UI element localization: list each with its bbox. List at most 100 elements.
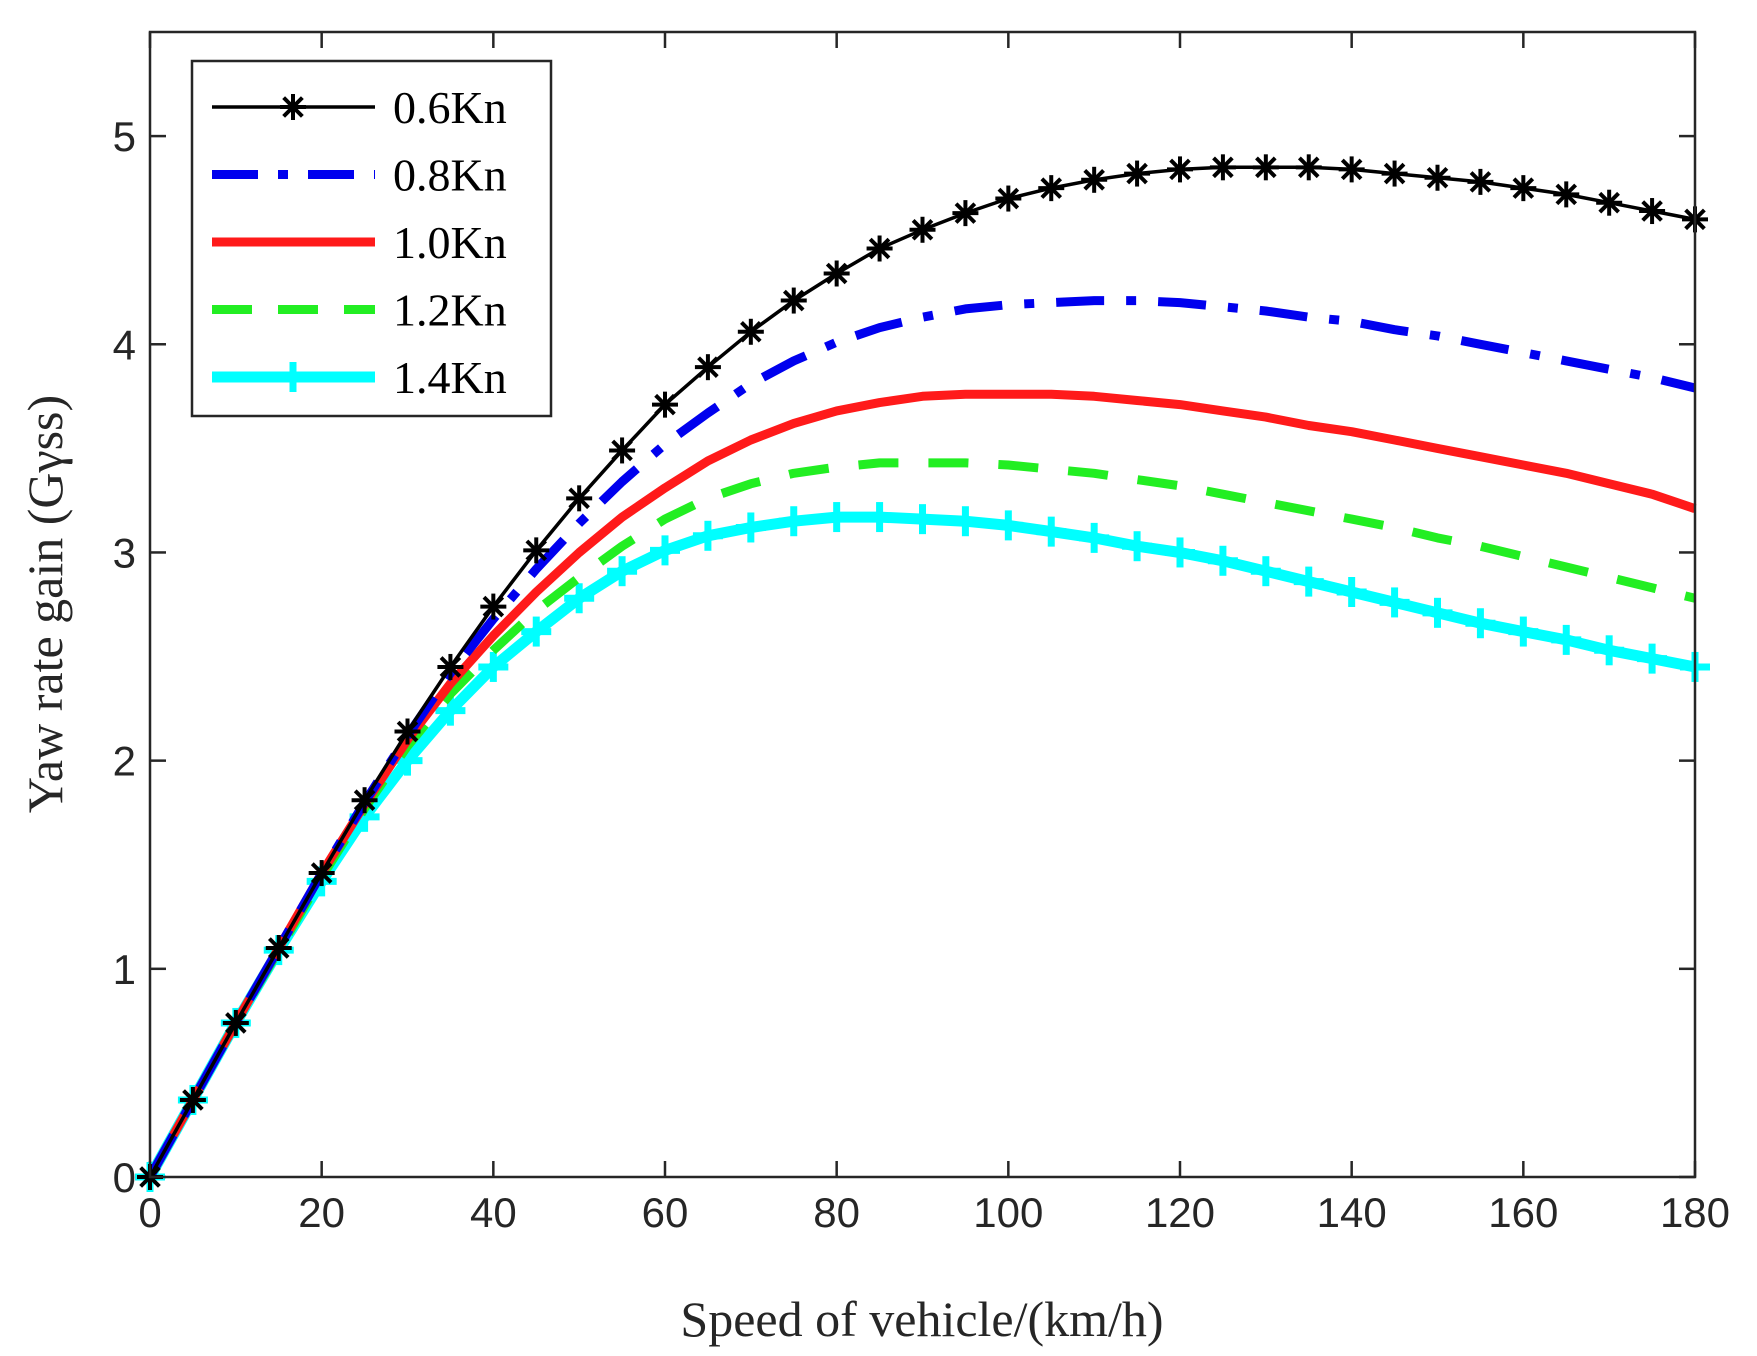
data-point-plus-marker xyxy=(1036,516,1067,547)
data-point-plus-marker xyxy=(1637,643,1668,674)
plot-area-frame xyxy=(148,30,1697,1179)
data-point-plus-marker xyxy=(564,583,595,614)
data-point-plus-marker xyxy=(1207,545,1238,576)
y-tick-label: 2 xyxy=(113,738,136,785)
legend-label: 0.6Kn xyxy=(393,82,507,133)
marker-stroke xyxy=(868,237,891,260)
data-point-asterisk-marker xyxy=(222,1009,249,1036)
marker-stroke xyxy=(353,789,376,811)
data-point-asterisk-marker xyxy=(394,718,421,745)
x-tick-label: 180 xyxy=(1660,1189,1730,1236)
data-point-asterisk-marker xyxy=(694,354,721,381)
legend-item-0.6Kn: 0.6Kn xyxy=(212,82,507,133)
marker-stroke xyxy=(740,321,762,343)
data-point-plus-marker xyxy=(1079,522,1110,553)
data-point-plus-marker xyxy=(735,512,766,543)
data-point-plus-marker xyxy=(1122,531,1153,562)
data-point-plus-marker xyxy=(1465,608,1496,639)
x-tick-label: 120 xyxy=(1145,1189,1215,1236)
marker-stroke xyxy=(611,439,633,462)
marker-stroke xyxy=(654,393,676,416)
data-point-asterisk-marker xyxy=(1510,175,1537,202)
data-point-plus-marker xyxy=(478,651,509,682)
marker-stroke xyxy=(1040,177,1063,199)
x-tick-label: 100 xyxy=(973,1189,1043,1236)
data-point-asterisk-marker xyxy=(652,391,678,418)
data-point-plus-marker xyxy=(1165,537,1195,568)
data-point-asterisk-marker xyxy=(1038,175,1065,202)
marker-stroke xyxy=(1340,158,1363,181)
data-point-asterisk-marker xyxy=(952,200,979,227)
data-point-asterisk-marker xyxy=(1124,160,1151,187)
data-point-plus-marker xyxy=(1336,577,1367,608)
data-point-asterisk-marker xyxy=(437,653,464,680)
legend-label: 1.2Kn xyxy=(393,285,507,336)
data-point-asterisk-marker xyxy=(995,185,1022,212)
x-tick-label: 20 xyxy=(298,1189,345,1236)
x-tick-label: 0 xyxy=(138,1189,161,1236)
data-point-plus-marker xyxy=(1422,597,1453,628)
data-point-asterisk-marker xyxy=(1424,164,1451,191)
legend-item-1.4Kn: 1.4Kn xyxy=(212,352,507,403)
data-point-plus-marker xyxy=(907,504,938,535)
data-point-asterisk-marker xyxy=(1639,198,1666,225)
data-point-asterisk-marker xyxy=(480,593,507,620)
marker-stroke xyxy=(1555,183,1578,206)
x-tick-label: 160 xyxy=(1488,1189,1558,1236)
marker-stroke xyxy=(911,218,934,241)
y-axis-title: Yaw rate gain (Gγss) xyxy=(17,395,73,813)
marker-stroke xyxy=(1598,191,1620,214)
data-point-plus-marker xyxy=(1594,635,1625,666)
marker-stroke xyxy=(1426,166,1449,189)
marker-stroke xyxy=(1383,162,1406,185)
data-point-plus-marker xyxy=(778,506,809,537)
marker-stroke xyxy=(439,656,462,678)
data-point-asterisk-marker xyxy=(179,1086,206,1113)
data-point-plus-marker xyxy=(1293,566,1324,597)
data-point-plus-marker xyxy=(650,535,680,566)
data-point-plus-marker xyxy=(1379,587,1410,618)
data-point-asterisk-marker xyxy=(265,935,292,961)
marker-stroke xyxy=(267,937,290,959)
legend: 0.6Kn 0.8Kn 1.0Kn 1.2Kn 1.4Kn xyxy=(190,59,553,418)
marker-stroke xyxy=(1212,156,1234,179)
legend-label: 1.0Kn xyxy=(393,217,507,268)
data-point-asterisk-marker xyxy=(866,235,893,262)
data-point-asterisk-marker xyxy=(1167,156,1193,183)
y-tick-label: 4 xyxy=(113,321,136,368)
legend-item-0.8Kn: 0.8Kn xyxy=(212,150,507,201)
marker-stroke xyxy=(1641,200,1663,222)
data-point-asterisk-marker xyxy=(308,860,335,887)
marker-stroke xyxy=(182,1089,204,1111)
data-point-asterisk-marker xyxy=(566,485,593,512)
marker-stroke xyxy=(396,720,419,743)
data-point-asterisk-marker xyxy=(1081,166,1108,193)
data-point-asterisk-marker xyxy=(1209,154,1236,181)
data-point-asterisk-marker xyxy=(1338,156,1365,183)
marker-stroke xyxy=(954,202,977,224)
data-point-asterisk-marker xyxy=(523,537,550,564)
x-tick-label: 80 xyxy=(813,1189,860,1236)
x-tick-label: 60 xyxy=(642,1189,689,1236)
data-point-plus-marker xyxy=(1551,624,1582,655)
marker-stroke xyxy=(997,187,1020,210)
marker-stroke xyxy=(1169,158,1191,181)
data-point-plus-marker xyxy=(521,616,552,647)
marker-stroke xyxy=(310,862,333,884)
data-point-asterisk-marker xyxy=(1553,181,1580,208)
x-tick-label: 40 xyxy=(470,1189,517,1236)
y-tick-label: 1 xyxy=(113,946,136,993)
data-point-asterisk-marker xyxy=(1295,154,1322,181)
data-point-asterisk-marker xyxy=(780,287,807,314)
marker-stroke xyxy=(282,96,304,118)
data-point-plus-marker xyxy=(607,556,638,587)
data-point-asterisk-marker xyxy=(823,260,850,287)
x-tick-label: 140 xyxy=(1317,1189,1387,1236)
data-point-plus-marker xyxy=(692,520,723,551)
data-point-asterisk-marker xyxy=(1467,168,1494,195)
legend-item-1.0Kn: 1.0Kn xyxy=(212,217,507,268)
marker-stroke xyxy=(1469,171,1492,193)
data-point-plus-marker xyxy=(864,502,895,533)
marker-stroke xyxy=(1512,177,1535,199)
